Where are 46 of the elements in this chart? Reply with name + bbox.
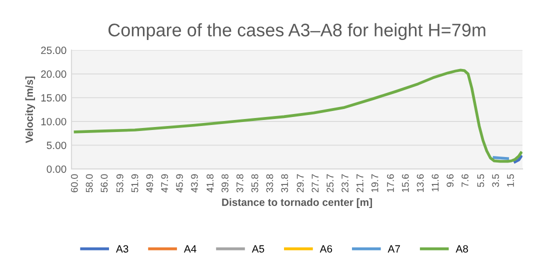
line-series bbox=[74, 68, 522, 163]
x-tick-label: 23.7 bbox=[342, 174, 348, 192]
x-tick-label: 58.0 bbox=[86, 174, 93, 192]
x-tick-label: 11.6 bbox=[432, 174, 439, 192]
x-tick-label: 19.7 bbox=[371, 174, 378, 192]
x-tick-label: 25.7 bbox=[326, 174, 334, 192]
x-tick-label: 53.9 bbox=[116, 174, 124, 192]
x-tick-label: 13.6 bbox=[416, 174, 424, 192]
x-tick-label: 41.8 bbox=[206, 174, 214, 193]
y-axis-title: Velocity [m/s] bbox=[25, 76, 36, 144]
legend-label: A5 bbox=[252, 245, 264, 253]
x-tick-label: 27.7 bbox=[312, 174, 319, 192]
x-tick-label: 9.6 bbox=[446, 174, 454, 187]
x-tick-label: 39.8 bbox=[222, 174, 228, 192]
legend-label: A4 bbox=[184, 245, 196, 252]
x-tick-label: 51.9 bbox=[131, 174, 138, 192]
y-tick-label: 0.00 bbox=[46, 165, 66, 173]
x-axis-title: Distance to tornado center [m] bbox=[222, 198, 372, 208]
x-tick-label: 60.0 bbox=[70, 174, 78, 192]
x-tick-label: 31.8 bbox=[281, 174, 288, 192]
x-tick-label: 56.0 bbox=[100, 174, 108, 192]
legend-label: A3 bbox=[116, 245, 128, 253]
x-tick-label: 47.9 bbox=[161, 174, 168, 193]
x-tick-label: 37.8 bbox=[236, 174, 244, 192]
x-tick-label: 5.5 bbox=[477, 174, 484, 187]
y-tick-label: 25.00 bbox=[41, 46, 66, 54]
x-tick-label: 33.8 bbox=[266, 174, 274, 192]
x-tick-label: 49.9 bbox=[146, 174, 154, 193]
y-tick-label: 15.00 bbox=[41, 94, 66, 102]
legend-label: A8 bbox=[456, 245, 468, 253]
x-tick-label: 1.5 bbox=[507, 174, 514, 187]
x-tick-label: 43.9 bbox=[190, 174, 198, 193]
y-tick-label: 10.00 bbox=[41, 118, 66, 126]
x-tick-label: 3.5 bbox=[492, 174, 500, 187]
x-tick-label: 15.6 bbox=[402, 174, 409, 192]
legend-label: A6 bbox=[320, 245, 332, 253]
y-tick-label: 20.00 bbox=[41, 70, 66, 78]
chart-title: Compare of the cases A3–A8 for height H=79m bbox=[108, 23, 486, 40]
x-tick-label: 29.7 bbox=[296, 174, 304, 192]
x-tick-label: 35.8 bbox=[251, 174, 258, 192]
x-tick-label: 7.6 bbox=[462, 174, 468, 187]
x-tick-label: 21.7 bbox=[356, 174, 364, 192]
y-tick-label: 5.00 bbox=[46, 142, 66, 150]
x-tick-label: 45.9 bbox=[176, 174, 183, 193]
x-tick-label: 17.6 bbox=[387, 174, 394, 192]
legend-label: A7 bbox=[388, 245, 400, 252]
